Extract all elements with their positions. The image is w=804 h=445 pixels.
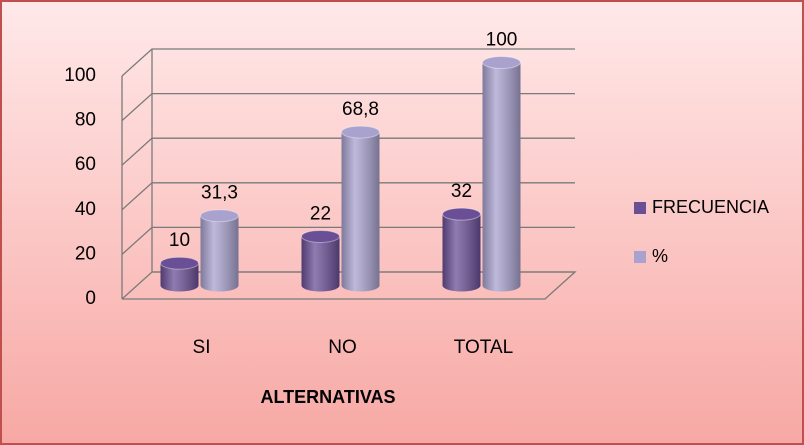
data-label: 32 [451, 181, 472, 202]
y-tick-label: 20 [75, 243, 96, 264]
data-label: 22 [310, 203, 331, 224]
bar-shading [200, 215, 239, 292]
legend-swatch [634, 202, 646, 214]
legend-label: FRECUENCIA [652, 197, 769, 217]
bar-shading [482, 62, 521, 292]
bar-shading [160, 263, 199, 292]
x-tick-label: NO [328, 337, 357, 358]
x-tick-label: TOTAL [454, 337, 513, 358]
data-label: 100 [486, 30, 518, 51]
x-tick-label: SI [193, 337, 211, 358]
bar-shading [301, 236, 340, 292]
grid-line [121, 182, 575, 211]
bar-top [442, 207, 481, 221]
grid-line [121, 137, 575, 166]
y-tick-label: 100 [64, 65, 96, 86]
bar-top [200, 209, 239, 223]
grid-line [121, 92, 575, 122]
bar-shading [341, 132, 380, 292]
grid-line [121, 48, 575, 77]
bar-top [160, 256, 199, 270]
grid-line [121, 271, 575, 300]
y-tick-label: 40 [75, 199, 96, 220]
grid-line [121, 226, 575, 255]
data-label: 68,8 [342, 99, 379, 120]
legend-label: % [652, 246, 668, 266]
bar-top [482, 56, 521, 69]
y-tick-label: 80 [75, 110, 96, 131]
legend-swatch [634, 251, 646, 263]
bar-shading [442, 214, 481, 292]
x-axis-title: ALTERNATIVAS [261, 387, 396, 407]
y-tick-label: 0 [85, 288, 96, 309]
data-label: 31,3 [201, 183, 238, 204]
bar-top [341, 125, 380, 139]
bar-top [301, 229, 340, 243]
y-tick-label: 60 [75, 154, 96, 175]
data-label: 10 [169, 230, 190, 251]
